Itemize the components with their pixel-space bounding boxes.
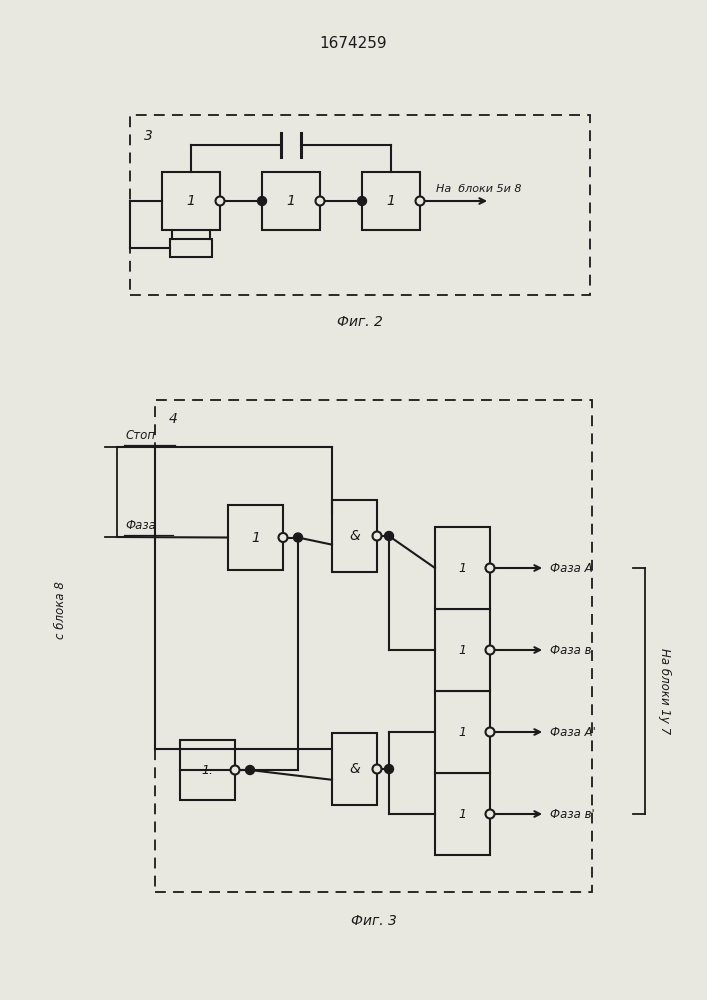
Text: Фаза: Фаза xyxy=(125,519,156,532)
Text: 1: 1 xyxy=(187,194,195,208)
Circle shape xyxy=(486,646,494,654)
Bar xyxy=(162,172,220,230)
Bar xyxy=(180,740,235,800)
Bar xyxy=(362,172,420,230)
Circle shape xyxy=(293,533,303,542)
Text: 3: 3 xyxy=(144,129,153,143)
Circle shape xyxy=(385,532,394,540)
Text: 1: 1 xyxy=(459,644,467,656)
Circle shape xyxy=(373,532,382,540)
Text: 4: 4 xyxy=(169,412,178,426)
Circle shape xyxy=(245,766,255,774)
Bar xyxy=(332,733,377,805)
Circle shape xyxy=(230,766,240,774)
Text: Фаза А': Фаза А' xyxy=(550,726,596,738)
Text: 1: 1 xyxy=(459,808,467,820)
Circle shape xyxy=(315,196,325,206)
Text: Фаза А: Фаза А xyxy=(550,562,592,574)
Bar xyxy=(435,527,490,609)
Text: &: & xyxy=(349,762,360,776)
Circle shape xyxy=(416,196,424,206)
Circle shape xyxy=(486,728,494,736)
Text: 1.: 1. xyxy=(201,764,214,776)
Circle shape xyxy=(486,564,494,572)
Text: &: & xyxy=(349,529,360,543)
Text: 1: 1 xyxy=(387,194,395,208)
Bar xyxy=(332,500,377,572)
Text: Фаза в: Фаза в xyxy=(550,644,592,656)
Circle shape xyxy=(279,533,288,542)
Text: с блока 8: с блока 8 xyxy=(54,581,66,639)
Text: Фаза в': Фаза в' xyxy=(550,808,595,820)
Bar xyxy=(130,115,590,295)
Circle shape xyxy=(257,196,267,206)
Circle shape xyxy=(216,196,225,206)
Bar xyxy=(155,400,592,892)
Bar xyxy=(228,505,283,570)
Text: 1674259: 1674259 xyxy=(319,36,387,51)
Text: 1: 1 xyxy=(459,726,467,738)
Text: На блоки 1у 7: На блоки 1у 7 xyxy=(658,648,672,734)
Text: Фиг. 3: Фиг. 3 xyxy=(351,914,397,928)
Text: 1: 1 xyxy=(286,194,296,208)
Bar xyxy=(262,172,320,230)
Bar xyxy=(435,691,490,773)
Text: 1: 1 xyxy=(459,562,467,574)
Circle shape xyxy=(385,764,394,774)
Circle shape xyxy=(486,810,494,818)
Text: 1: 1 xyxy=(251,530,260,544)
Bar xyxy=(170,239,212,257)
Bar xyxy=(435,609,490,691)
Text: На  блоки 5и 8: На блоки 5и 8 xyxy=(436,184,522,194)
Text: Стоп: Стоп xyxy=(125,429,155,442)
Circle shape xyxy=(358,196,366,206)
Bar xyxy=(435,773,490,855)
Text: Фиг. 2: Фиг. 2 xyxy=(337,315,383,329)
Circle shape xyxy=(373,764,382,774)
